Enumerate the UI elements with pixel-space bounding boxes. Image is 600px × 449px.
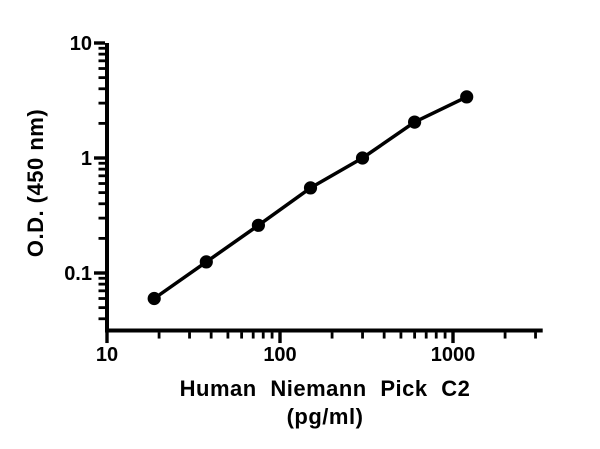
y-tick-label: 0.1 — [64, 263, 92, 285]
x-axis-title-units: (pg/ml) — [286, 404, 364, 429]
data-point-marker — [408, 115, 422, 129]
x-axis-title: Human Niemann Pick C2 — [179, 376, 471, 401]
y-tick-label: 10 — [70, 33, 92, 55]
data-point-marker — [147, 291, 161, 306]
data-point-marker — [303, 181, 318, 195]
curve-line — [153, 95, 468, 300]
x-tick-label: 100 — [263, 344, 296, 366]
data-point-marker — [251, 218, 265, 232]
y-axis-title: O.D. (450 nm) — [23, 108, 48, 258]
data-point-marker — [355, 151, 370, 165]
x-tick-label: 10 — [96, 344, 118, 366]
x-tick-label: 1000 — [431, 344, 476, 366]
y-tick-label: 1 — [81, 148, 92, 170]
data-point-marker — [199, 255, 213, 269]
data-point-marker — [460, 90, 474, 104]
